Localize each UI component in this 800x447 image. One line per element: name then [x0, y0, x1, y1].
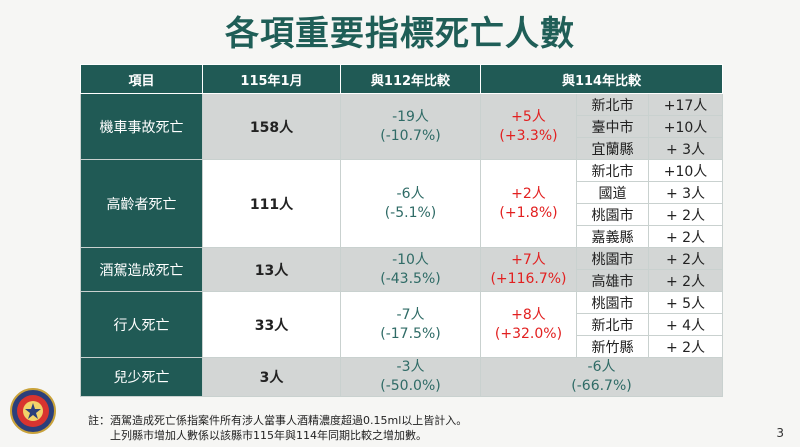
compare-114: +8人 (+32.0%) — [480, 291, 577, 358]
table-row: 機車事故死亡 158人 -19人 (-10.7%) +5人 (+3.3%) 新北市 +17人 — [80, 93, 724, 160]
city-name: 宜蘭縣 — [576, 137, 649, 160]
table-row: 新北市 + 4人 — [81, 313, 724, 336]
city-increase: +17人 — [647, 93, 724, 116]
table-row: 兒少死亡 3人 -3人 (-50.0%) -6人 (-66.7%) — [80, 357, 724, 397]
city-name: 嘉義縣 — [576, 225, 649, 248]
value-line: -10人 — [392, 251, 429, 268]
table-header-row: 項目 115年1月 與112年比較 與114年比較 — [80, 64, 724, 94]
value-line: -7人 — [396, 306, 425, 323]
table-row: 國道 + 3人 — [81, 181, 724, 204]
header-cmp114: 與114年比較 — [479, 64, 724, 94]
compare-112: -3人 (-50.0%) — [340, 357, 481, 397]
compare-114: +7人 (+116.7%) — [480, 247, 577, 292]
table-row: 宜蘭縣 + 3人 — [81, 137, 724, 160]
header-item: 項目 — [80, 64, 203, 94]
compare-112: -6人 (-5.1%) — [340, 159, 481, 248]
footnote-line-2: 上列縣市增加人數係以該縣市115年與114年同期比較之增加數。 — [88, 429, 427, 442]
header-cmp112: 與112年比較 — [340, 64, 481, 94]
current-count: 111人 — [202, 159, 341, 248]
indicator-name: 兒少死亡 — [80, 357, 203, 397]
city-increase: + 4人 — [647, 313, 724, 336]
compare-114: +2人 (+1.8%) — [480, 159, 577, 248]
table-row: 新竹縣 + 2人 — [81, 335, 724, 358]
table-row: 酒駕造成死亡 13人 -10人 (-43.5%) +7人 (+116.7%) 桃園市 + 2人 — [80, 247, 724, 292]
city-increase: + 5人 — [647, 291, 724, 314]
value-line: (+1.8%) — [499, 204, 558, 221]
compare-112: -10人 (-43.5%) — [340, 247, 481, 292]
value-line: -3人 — [396, 359, 425, 375]
value-line: (-5.1%) — [384, 204, 437, 221]
indicator-name: 酒駕造成死亡 — [80, 247, 203, 292]
city-increase: +10人 — [647, 115, 724, 138]
city-increase: + 3人 — [647, 181, 724, 204]
value-line: +2人 — [511, 185, 546, 202]
footnote: 註：酒駕造成死亡係指案件所有涉人當事人酒精濃度超過0.15ml以上皆計入。 上列… — [88, 413, 467, 443]
city-name: 高雄市 — [576, 269, 649, 292]
value-line: (+3.3%) — [499, 127, 558, 144]
value-line: +8人 — [511, 306, 546, 323]
indicator-name: 機車事故死亡 — [80, 93, 203, 160]
current-count: 33人 — [202, 291, 341, 358]
city-increase: +10人 — [647, 159, 724, 182]
table-body: 機車事故死亡 158人 -19人 (-10.7%) +5人 (+3.3%) 新北市 +17人臺… — [80, 93, 724, 397]
indicator-name: 行人死亡 — [80, 291, 203, 358]
city-increase: + 2人 — [647, 225, 724, 248]
table-row: 高雄市 + 2人 — [81, 269, 724, 292]
city-name: 國道 — [576, 181, 649, 204]
value-line: (+32.0%) — [494, 325, 563, 342]
city-name: 新北市 — [576, 93, 649, 116]
value-line: -6人 — [396, 185, 425, 202]
table-row: 高齡者死亡 111人 -6人 (-5.1%) +2人 (+1.8%) 新北市 +10人 — [80, 159, 724, 248]
city-name: 新北市 — [576, 313, 649, 336]
page-number: 3 — [776, 426, 784, 440]
table-row: 行人死亡 33人 -7人 (-17.5%) +8人 (+32.0%) 桃園市 + 5人 — [80, 291, 724, 358]
compare-112: -7人 (-17.5%) — [340, 291, 481, 358]
header-current: 115年1月 — [202, 64, 341, 94]
value-line: (-17.5%) — [380, 325, 441, 342]
city-name: 新竹縣 — [576, 335, 649, 358]
city-increase: + 2人 — [647, 269, 724, 292]
city-name: 新北市 — [576, 159, 649, 182]
police-emblem-icon — [10, 388, 56, 434]
value-line: -19人 — [392, 108, 429, 125]
current-count: 158人 — [202, 93, 341, 160]
value-line: (-43.5%) — [380, 270, 441, 287]
value-line: (+116.7%) — [490, 270, 567, 287]
value-line: (-66.7%) — [571, 378, 632, 394]
compare-114: -6人 (-66.7%) — [479, 357, 724, 397]
city-name: 桃園市 — [576, 291, 649, 314]
compare-112: -19人 (-10.7%) — [340, 93, 481, 160]
footnote-line-1: 註：酒駕造成死亡係指案件所有涉人當事人酒精濃度超過0.15ml以上皆計入。 — [88, 414, 468, 427]
indicator-table: 項目 115年1月 與112年比較 與114年比較 機車事故死亡 158人 -19人… — [80, 64, 724, 397]
current-count: 3人 — [202, 357, 341, 397]
city-increase: + 2人 — [647, 247, 724, 270]
indicator-name: 高齡者死亡 — [80, 159, 203, 248]
table-row: 臺中市 +10人 — [81, 115, 724, 138]
value-line: (-50.0%) — [380, 378, 441, 394]
compare-114: +5人 (+3.3%) — [480, 93, 577, 160]
city-increase: + 2人 — [647, 335, 724, 358]
city-increase: + 3人 — [647, 137, 724, 160]
page-title: 各項重要指標死亡人數 — [225, 14, 575, 54]
value-line: +5人 — [511, 108, 546, 125]
value-line: +7人 — [511, 251, 546, 268]
value-line: -6人 — [587, 359, 616, 375]
city-name: 桃園市 — [576, 203, 649, 226]
current-count: 13人 — [202, 247, 341, 292]
value-line: (-10.7%) — [380, 127, 441, 144]
city-increase: + 2人 — [647, 203, 724, 226]
city-name: 臺中市 — [576, 115, 649, 138]
table-row: 嘉義縣 + 2人 — [81, 225, 724, 248]
city-name: 桃園市 — [576, 247, 649, 270]
